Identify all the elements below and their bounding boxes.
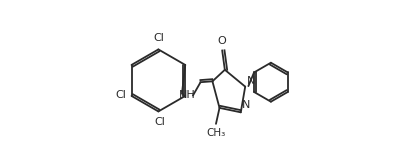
Text: Cl: Cl bbox=[155, 117, 166, 127]
Text: CH₃: CH₃ bbox=[206, 128, 225, 138]
Text: N: N bbox=[247, 76, 255, 86]
Text: N: N bbox=[242, 100, 250, 110]
Text: Cl: Cl bbox=[153, 33, 164, 43]
Text: Cl: Cl bbox=[115, 90, 126, 100]
Text: O: O bbox=[218, 36, 227, 46]
Text: NH: NH bbox=[179, 90, 196, 100]
